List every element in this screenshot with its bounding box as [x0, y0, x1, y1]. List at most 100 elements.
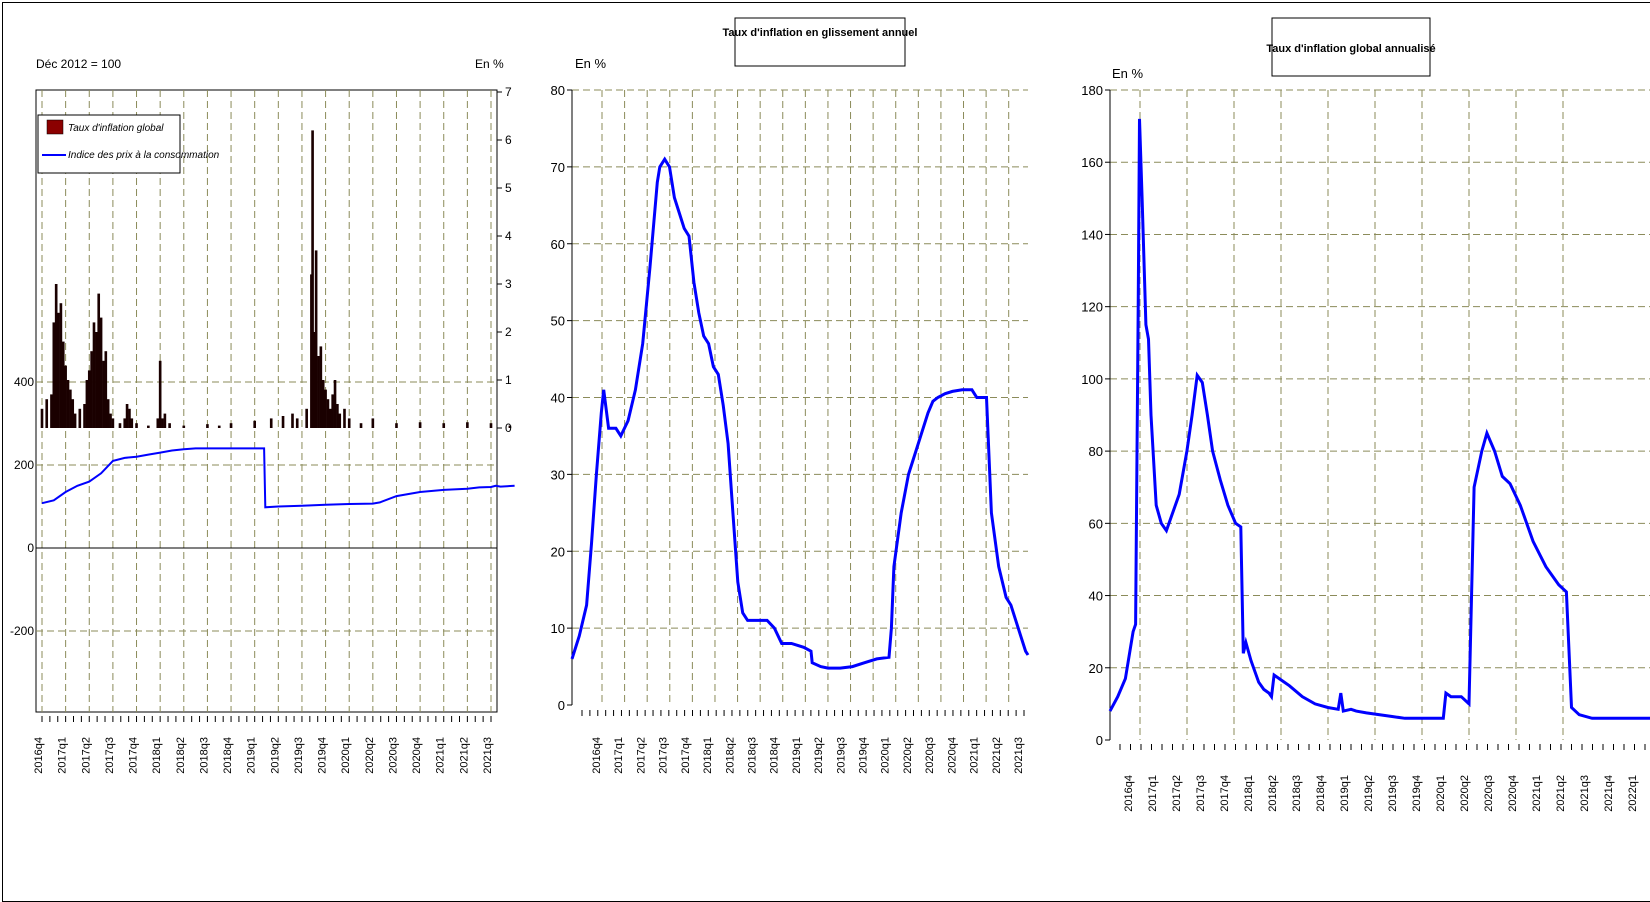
grid — [36, 90, 497, 712]
x-tick-label: 2020q3 — [387, 737, 399, 774]
y-tick-label: 40 — [1089, 589, 1103, 604]
title-box — [1271, 17, 1431, 77]
bar — [326, 399, 330, 428]
x-tick-label: 2021q3 — [1013, 737, 1025, 774]
legend-swatch-bars — [46, 119, 64, 135]
x-tick-label: 2017q4 — [1219, 775, 1231, 812]
y-tick-label: 120 — [1081, 300, 1103, 315]
bar — [45, 399, 49, 428]
x-tick-label: 2020q1 — [340, 737, 352, 774]
y-tick-labels: 0 10 20 30 40 50 60 70 80 — [551, 83, 572, 713]
bar — [50, 394, 53, 428]
x-tick-label: 2019q3 — [1387, 775, 1399, 812]
grid — [1109, 89, 1650, 740]
y-tick-label: 180 — [1081, 83, 1103, 98]
right-tick-label: 7 — [505, 85, 512, 99]
x-tick-labels: 2016q4 2017q1 2017q2 2017q3 2017q4 2018q1 2018… — [1119, 744, 1646, 812]
bar — [371, 418, 375, 428]
bar — [123, 418, 127, 428]
x-tick-label: 2020q4 — [411, 737, 423, 774]
y-tick-label: 100 — [1081, 372, 1103, 387]
bar — [343, 408, 346, 428]
x-tick-label: 2021q1 — [969, 737, 981, 774]
x-tick-label: 2017q3 — [104, 737, 116, 774]
x-tick-label: 2020q1 — [880, 737, 892, 774]
bar — [118, 423, 122, 428]
bar — [418, 422, 422, 428]
legend: Taux d'inflation global Indice des prix … — [37, 114, 220, 174]
bar — [130, 418, 134, 428]
x-tick-label: 2020q2 — [1459, 775, 1471, 812]
x-tick-label: 2021q2 — [458, 737, 470, 774]
bar — [168, 423, 171, 428]
bar — [229, 423, 233, 428]
x-tick-label: 2020q3 — [1483, 775, 1495, 812]
x-tick-label: 2021q2 — [991, 737, 1003, 774]
chart-title: Taux d'inflation global annualisé — [1266, 43, 1435, 55]
x-tick-label: 2018q2 — [175, 737, 187, 774]
bar — [319, 346, 323, 428]
title-box — [734, 17, 906, 67]
bar — [161, 418, 164, 428]
bar — [328, 408, 332, 428]
x-tick-label: 2020q4 — [1507, 775, 1519, 812]
x-tick-label: 2021q1 — [1531, 775, 1543, 812]
x-tick-label: 2018q4 — [1315, 775, 1327, 812]
right-tick-label: 0 — [505, 421, 512, 435]
x-tick-label: 2017q4 — [680, 737, 692, 774]
line-series — [570, 156, 1030, 670]
x-tick-label: 2019q4 — [1411, 775, 1423, 812]
bar — [135, 423, 138, 428]
chart-annualized-inflation: Taux d'inflation global annualisé En % 0… — [1081, 17, 1650, 812]
bar — [128, 408, 131, 428]
right-tick-labels: 0 1 2 3 4 5 6 7 — [496, 85, 512, 435]
x-tick-label: 2021q3 — [1579, 775, 1591, 812]
bar — [109, 413, 112, 428]
y-tick-label: 10 — [551, 621, 565, 636]
bar — [61, 341, 65, 428]
bar — [99, 317, 103, 428]
x-tick-label: 2017q3 — [658, 737, 670, 774]
y-tick-label: 70 — [551, 160, 565, 175]
bar — [97, 293, 101, 428]
x-tick-label: 2020q3 — [924, 737, 936, 774]
bar — [83, 404, 86, 428]
bar — [321, 380, 325, 428]
x-tick-label: 2021q1 — [435, 737, 447, 774]
x-tick-label: 2017q2 — [80, 737, 92, 774]
left-tick-label: -200 — [10, 624, 34, 638]
x-tick-label: 2016q4 — [591, 737, 603, 774]
bar — [158, 360, 162, 428]
bar — [111, 418, 115, 428]
bar — [92, 322, 96, 428]
x-tick-label: 2019q2 — [813, 737, 825, 774]
legend-label-line: Indice des prix à la consommation — [68, 150, 220, 161]
x-tick-label: 2017q2 — [635, 737, 647, 774]
bar — [125, 404, 129, 428]
bar — [182, 425, 186, 428]
y-tick-labels: 0 20 40 60 80 100 120 140 160 180 — [1081, 83, 1110, 748]
bar-series-inflation — [40, 130, 512, 428]
x-tick-label: 2019q2 — [269, 737, 281, 774]
x-tick-label: 2018q2 — [1267, 775, 1279, 812]
x-tick-label: 2019q2 — [1363, 775, 1375, 812]
bar — [281, 416, 285, 428]
x-tick-label: 2019q1 — [1339, 775, 1351, 812]
x-tick-label: 2022q1 — [1627, 775, 1639, 812]
right-tick-label: 6 — [505, 133, 512, 147]
bar — [54, 284, 58, 428]
y-tick-label: 0 — [558, 698, 565, 713]
bar — [52, 322, 56, 428]
bar — [312, 332, 316, 428]
bar — [395, 423, 398, 428]
bar — [90, 351, 93, 428]
x-tick-label: 2016q4 — [33, 737, 45, 774]
bar — [347, 418, 351, 428]
bar — [295, 418, 299, 428]
right-axis-label: En % — [475, 57, 504, 71]
y-tick-label: 20 — [1089, 661, 1103, 676]
x-tick-label: 2018q1 — [1243, 775, 1255, 812]
right-tick-label: 3 — [505, 277, 512, 291]
line-series-cpi — [41, 447, 515, 509]
